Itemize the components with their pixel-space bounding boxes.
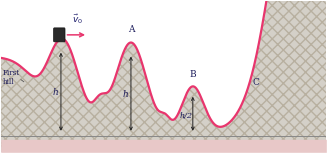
Text: C: C [252,78,259,88]
Text: h: h [122,90,128,99]
Text: A: A [128,25,134,34]
Text: h/2: h/2 [180,112,193,120]
Text: h: h [52,88,58,97]
FancyBboxPatch shape [54,28,65,42]
Text: B: B [189,70,196,79]
Text: $\vec{v}_0$: $\vec{v}_0$ [72,12,83,26]
Text: First
hill: First hill [2,69,19,86]
